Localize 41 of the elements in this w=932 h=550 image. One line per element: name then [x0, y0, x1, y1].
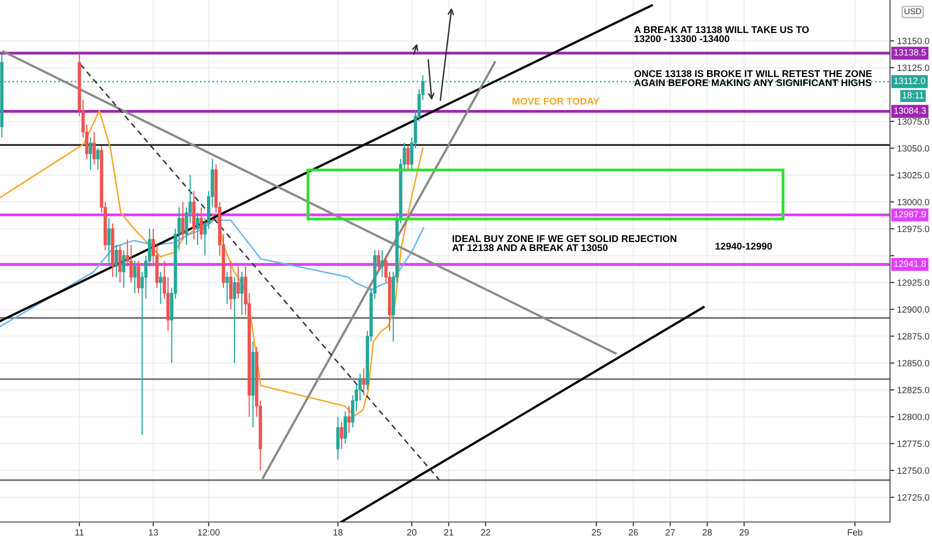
- y-tick-label: 13075.0: [898, 118, 930, 125]
- text: 18:11: [902, 92, 924, 98]
- x-tick-label: 22: [481, 529, 490, 536]
- x-tick-label: 21: [444, 529, 454, 536]
- annotation: IDEAL BUY ZONE IF WE GET SOLID REJECTION AT 12138 AND A BREAK AT 13050: [452, 235, 676, 252]
- y-tick-label: 13025.0: [898, 172, 930, 178]
- x-tick-label: 12:00: [198, 529, 220, 536]
- x-tick-label: Feb: [848, 528, 862, 536]
- y-tick-label: 13050.0: [898, 145, 930, 152]
- ref-line-label: 13084.3: [894, 107, 926, 114]
- y-tick-label: 13000.0: [898, 198, 930, 206]
- text: USD: [904, 8, 922, 14]
- y-tick-label: 12775.0: [898, 440, 930, 447]
- x-tick-label: 28: [702, 529, 712, 536]
- annotation: ONCE 13138 IS BROKE IT WILL RETEST THE ZONE AGAIN BEFORE MAKING ANY SIGNIFICANT HIGHS: [634, 70, 872, 86]
- x-tick-label: 18: [334, 529, 343, 536]
- y-tick-label: 12925.0: [898, 279, 930, 286]
- y-tick-label: 12975.0: [898, 226, 930, 232]
- annotation: 12940-12990: [716, 242, 772, 250]
- y-tick-label: 12725.0: [898, 494, 930, 501]
- y-tick-label: 12800.0: [898, 414, 930, 420]
- x-tick-label: 29: [740, 529, 749, 536]
- x-tick-label: 25: [592, 529, 602, 536]
- annotation: MOVE FOR TODAY: [512, 98, 600, 105]
- ref-line-label: 13112.0: [894, 78, 926, 84]
- y-tick-label: 12825.0: [898, 386, 930, 394]
- y-tick-label: 13125.0: [898, 64, 930, 72]
- annotation: A BREAK AT 13138 WILL TAKE US TO 13200 - 13300 -13400: [634, 26, 809, 42]
- x-tick-label: 20: [407, 529, 416, 536]
- x-tick-label: 11: [75, 529, 84, 536]
- ref-line-label: 12987.9: [894, 210, 926, 218]
- y-tick-label: 12900.0: [898, 306, 930, 313]
- x-tick-label: 27: [666, 529, 675, 536]
- y-tick-label: 12875.0: [898, 333, 930, 340]
- y-tick-label: 12850.0: [898, 360, 930, 366]
- ref-line-label: 12941.8: [894, 260, 926, 267]
- ref-line-label: 13138.5: [894, 49, 926, 56]
- x-tick-label: 13: [148, 529, 158, 536]
- y-tick-label: 12750.0: [898, 467, 930, 474]
- y-tick-label: 13150.0: [898, 38, 930, 44]
- x-tick-label: 26: [628, 529, 638, 536]
